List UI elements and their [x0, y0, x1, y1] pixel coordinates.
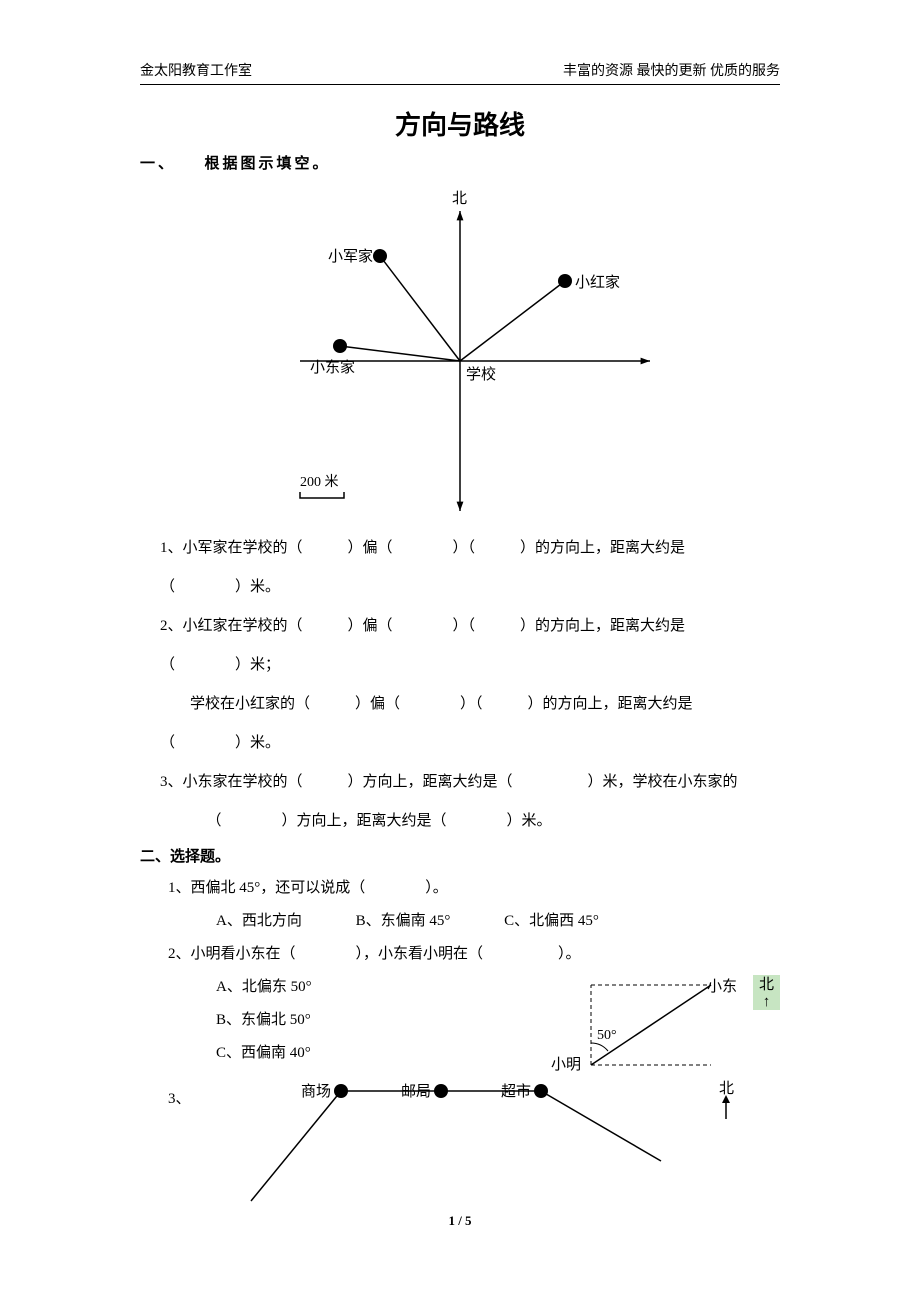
north-badge-text: 北 [759, 977, 774, 993]
svg-text:小红家: 小红家 [575, 274, 620, 291]
section2-heading: 二、选择题。 [140, 845, 780, 866]
north-arrow-icon: ↑ [763, 994, 771, 1010]
s2-q2-opt-b: B、东偏北 50° [216, 1004, 312, 1037]
svg-text:邮局: 邮局 [401, 1083, 431, 1100]
svg-text:学校: 学校 [466, 366, 496, 383]
svg-text:小东家: 小东家 [310, 359, 355, 376]
s1-q3b: （ ）方向上，距离大约是（ ）米。 [184, 802, 760, 841]
s2-q2-diagram-wrap: 50° 小明 小东 北 ↑ [537, 975, 780, 1075]
svg-text:小东: 小东 [707, 978, 737, 995]
s1-q2a: 2、小红家在学校的（ ）偏（ ）（ ）的方向上，距离大约是（ ）米； [160, 607, 760, 685]
svg-text:小军家: 小军家 [328, 248, 373, 265]
svg-text:超市: 超市 [501, 1083, 531, 1100]
north-badge: 北 ↑ [753, 975, 780, 1010]
s2-q2-opt-c: C、西偏南 40° [216, 1037, 312, 1070]
svg-text:北: 北 [452, 190, 467, 207]
angle-diagram: 50° 小明 小东 [537, 975, 747, 1075]
svg-text:小明: 小明 [551, 1056, 581, 1073]
section1-heading: 一、 根据图示填空。 [140, 152, 780, 173]
s2-q3-prefix: 3、 [168, 1079, 191, 1116]
s2-q1-opt-a: A、西北方向 [216, 905, 302, 938]
compass-diagram: 北学校 小军家小红家小东家 200 米 [210, 181, 710, 521]
s1-q1: 1、小军家在学校的（ ）偏（ ）（ ）的方向上，距离大约是（ ）米。 [160, 529, 760, 607]
s2-q2-opts: A、北偏东 50° B、东偏北 50° C、西偏南 40° [216, 971, 312, 1070]
svg-text:北: 北 [719, 1080, 734, 1097]
s2-q2-opt-a: A、北偏东 50° [216, 971, 312, 1004]
s2-q1-opt-c: C、北偏西 45° [504, 905, 599, 938]
svg-text:商场: 商场 [301, 1083, 331, 1100]
header-rule [140, 84, 780, 85]
section1-questions: 1、小军家在学校的（ ）偏（ ）（ ）的方向上，距离大约是（ ）米。 2、小红家… [160, 529, 760, 841]
s2-q2-stem: 2、小明看小东在（ ），小东看小明在（ ）。 [168, 938, 780, 971]
header-left: 金太阳教育工作室 [140, 60, 252, 80]
route-diagram: 商场 邮局 超市 北 [191, 1079, 751, 1209]
s1-q3a: 3、小东家在学校的（ ）方向上，距离大约是（ ）米，学校在小东家的 [160, 763, 760, 802]
svg-text:50°: 50° [597, 1028, 617, 1043]
page-footer: 1 / 5 [140, 1213, 780, 1229]
svg-text:200 米: 200 米 [300, 474, 339, 490]
s2-q1-stem: 1、西偏北 45°，还可以说成（ ）。 [168, 872, 780, 905]
s1-q2b: 学校在小红家的（ ）偏（ ）（ ）的方向上，距离大约是（ ）米。 [160, 685, 760, 763]
s2-q1-opts: A、西北方向 B、东偏南 45° C、北偏西 45° [216, 905, 780, 938]
page-title: 方向与路线 [140, 105, 780, 142]
s2-q1-opt-b: B、东偏南 45° [356, 905, 451, 938]
header-right: 丰富的资源 最快的更新 优质的服务 [563, 60, 780, 80]
